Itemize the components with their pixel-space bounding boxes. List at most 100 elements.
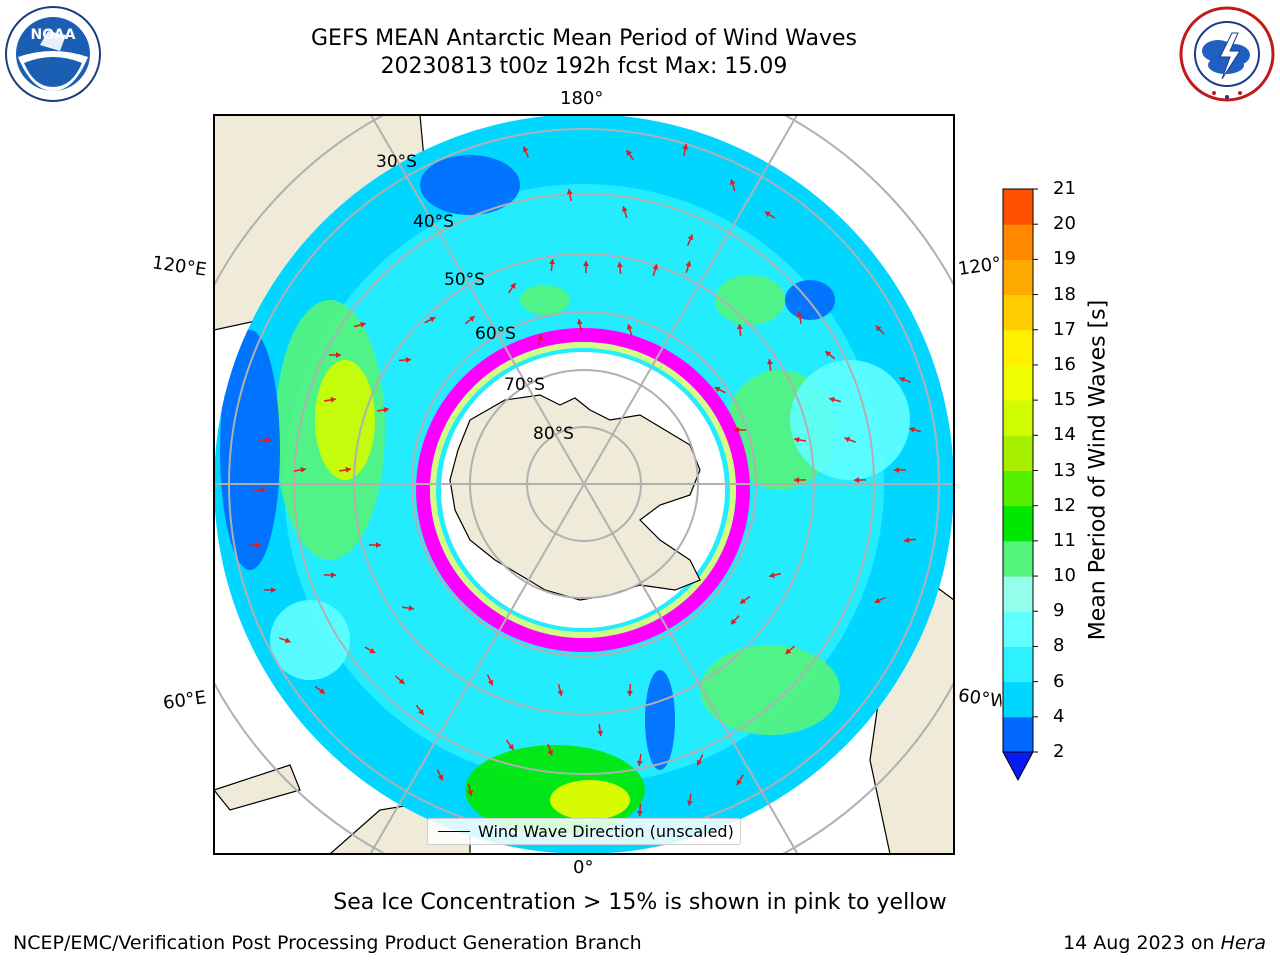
colorbar-tick-label: 14: [1053, 424, 1076, 446]
wind-arrow: [436, 769, 444, 781]
wind-arrow: [248, 542, 262, 549]
wind-arrow: [793, 477, 807, 484]
lat-label-50s: 50°S: [444, 270, 485, 290]
wind-arrow: [415, 704, 425, 716]
wind-arrow: [376, 406, 390, 413]
colorbar-tick-label: 18: [1053, 283, 1076, 305]
sea-ice-note: Sea Ice Concentration > 15% is shown in …: [333, 890, 947, 915]
wind-arrow: [875, 325, 885, 335]
wind-arrow: [395, 675, 405, 685]
colorbar-tick-label: 11: [1053, 529, 1076, 551]
wind-arrow: [616, 261, 623, 275]
wind-arrow: [685, 261, 692, 273]
legend-label: Wind Wave Direction (unscaled): [478, 822, 734, 841]
nws-logo: [1179, 6, 1275, 102]
wind-arrow: [899, 376, 911, 383]
wind-arrow: [829, 396, 841, 403]
colorbar-tick-label: 19: [1053, 248, 1076, 270]
colorbar-tick-label: 17: [1053, 318, 1076, 340]
wind-arrow: [354, 321, 366, 328]
colorbar-tick-label: 6: [1053, 670, 1065, 692]
colorbar-tick-label: 8: [1053, 635, 1065, 657]
wind-arrow: [522, 146, 530, 158]
wind-arrow: [293, 466, 307, 473]
wind-arrow: [368, 542, 382, 549]
wind-arrow: [401, 605, 415, 612]
chart-title: GEFS MEAN Antarctic Mean Period of Wind …: [311, 26, 857, 51]
map-frame: [213, 114, 955, 855]
wind-arrow: [909, 426, 921, 433]
footer-date-text: 14 Aug 2023 on: [1063, 932, 1215, 954]
wind-arrow: [314, 685, 326, 695]
wind-arrow: [766, 358, 773, 372]
wind-arrow: [893, 467, 907, 474]
wind-arrow: [768, 572, 782, 579]
wind-arrow: [537, 333, 544, 347]
lat-label-60s: 60°S: [475, 324, 516, 344]
wind-arrow: [625, 149, 635, 161]
lat-label-40s: 40°S: [413, 212, 454, 232]
footer-host: Hera: [1220, 932, 1266, 954]
wind-arrow: [682, 143, 689, 157]
wind-arrow: [824, 350, 836, 360]
wind-arrow: [486, 674, 494, 686]
wind-arrow: [258, 436, 272, 443]
wind-arrow: [583, 261, 589, 273]
wind-arrow: [253, 486, 267, 493]
wind-arrow: [739, 595, 751, 605]
wind-arrow: [263, 587, 277, 594]
wind-arrow: [557, 683, 564, 697]
wind-arrow: [736, 774, 744, 786]
wind-arrow: [636, 803, 643, 817]
wind-arrow: [328, 352, 342, 359]
wind-arrow: [547, 744, 554, 756]
wind-arrow: [467, 783, 474, 797]
colorbar-tick-label: 13: [1053, 459, 1076, 481]
antarctica-land: [449, 394, 701, 601]
wind-arrow: [279, 637, 291, 644]
legend-line-icon: [438, 831, 470, 832]
wind-arrow: [597, 723, 604, 737]
wind-arrow: [566, 188, 573, 202]
wind-arrow: [730, 615, 740, 625]
wind-arrow: [507, 282, 517, 294]
wind-arrow: [733, 427, 747, 434]
wind-arrow: [576, 318, 583, 332]
wind-wave-direction-arrows: [248, 143, 921, 817]
wind-arrow: [338, 466, 352, 473]
colorbar-tick-label: 15: [1053, 389, 1076, 411]
lat-label-30s: 30°S: [376, 152, 417, 172]
wind-arrow: [364, 646, 376, 654]
colorbar-tick-label: 16: [1053, 353, 1076, 375]
wind-arrow: [323, 572, 337, 579]
wind-arrow: [714, 386, 726, 394]
colorbar-tick-label: 10: [1053, 565, 1076, 587]
colorbar-tick-label: 2: [1053, 741, 1065, 762]
wind-arrow: [398, 356, 412, 363]
wind-arrow: [621, 206, 628, 218]
wind-arrow: [736, 323, 743, 337]
colorbar-tick-label: 12: [1053, 494, 1076, 516]
wind-arrow: [903, 537, 917, 544]
noaa-logo: NOAA: [5, 6, 101, 102]
chart-subtitle: 20230813 t00z 192h fcst Max: 15.09: [380, 54, 788, 79]
colorbar-tick-label: 4: [1053, 705, 1065, 727]
wind-arrow: [505, 739, 515, 751]
footer-credit: NCEP/EMC/Verification Post Processing Pr…: [13, 932, 642, 954]
lat-label-70s: 70°S: [504, 375, 545, 395]
wind-arrow: [652, 264, 659, 276]
wind-arrow: [686, 234, 694, 246]
wind-arrow: [626, 683, 633, 697]
wind-arrow: [696, 754, 704, 766]
colorbar: [1002, 188, 1038, 782]
wind-arrow: [686, 793, 693, 807]
map-legend: Wind Wave Direction (unscaled): [427, 818, 741, 845]
lat-label-80s: 80°S: [533, 424, 574, 444]
wind-arrow: [464, 315, 476, 325]
wind-arrow: [764, 211, 776, 219]
wind-arrow: [424, 316, 436, 324]
colorbar-tick-label: 20: [1053, 213, 1076, 235]
wind-arrow: [323, 396, 337, 403]
wind-arrow: [844, 436, 856, 443]
